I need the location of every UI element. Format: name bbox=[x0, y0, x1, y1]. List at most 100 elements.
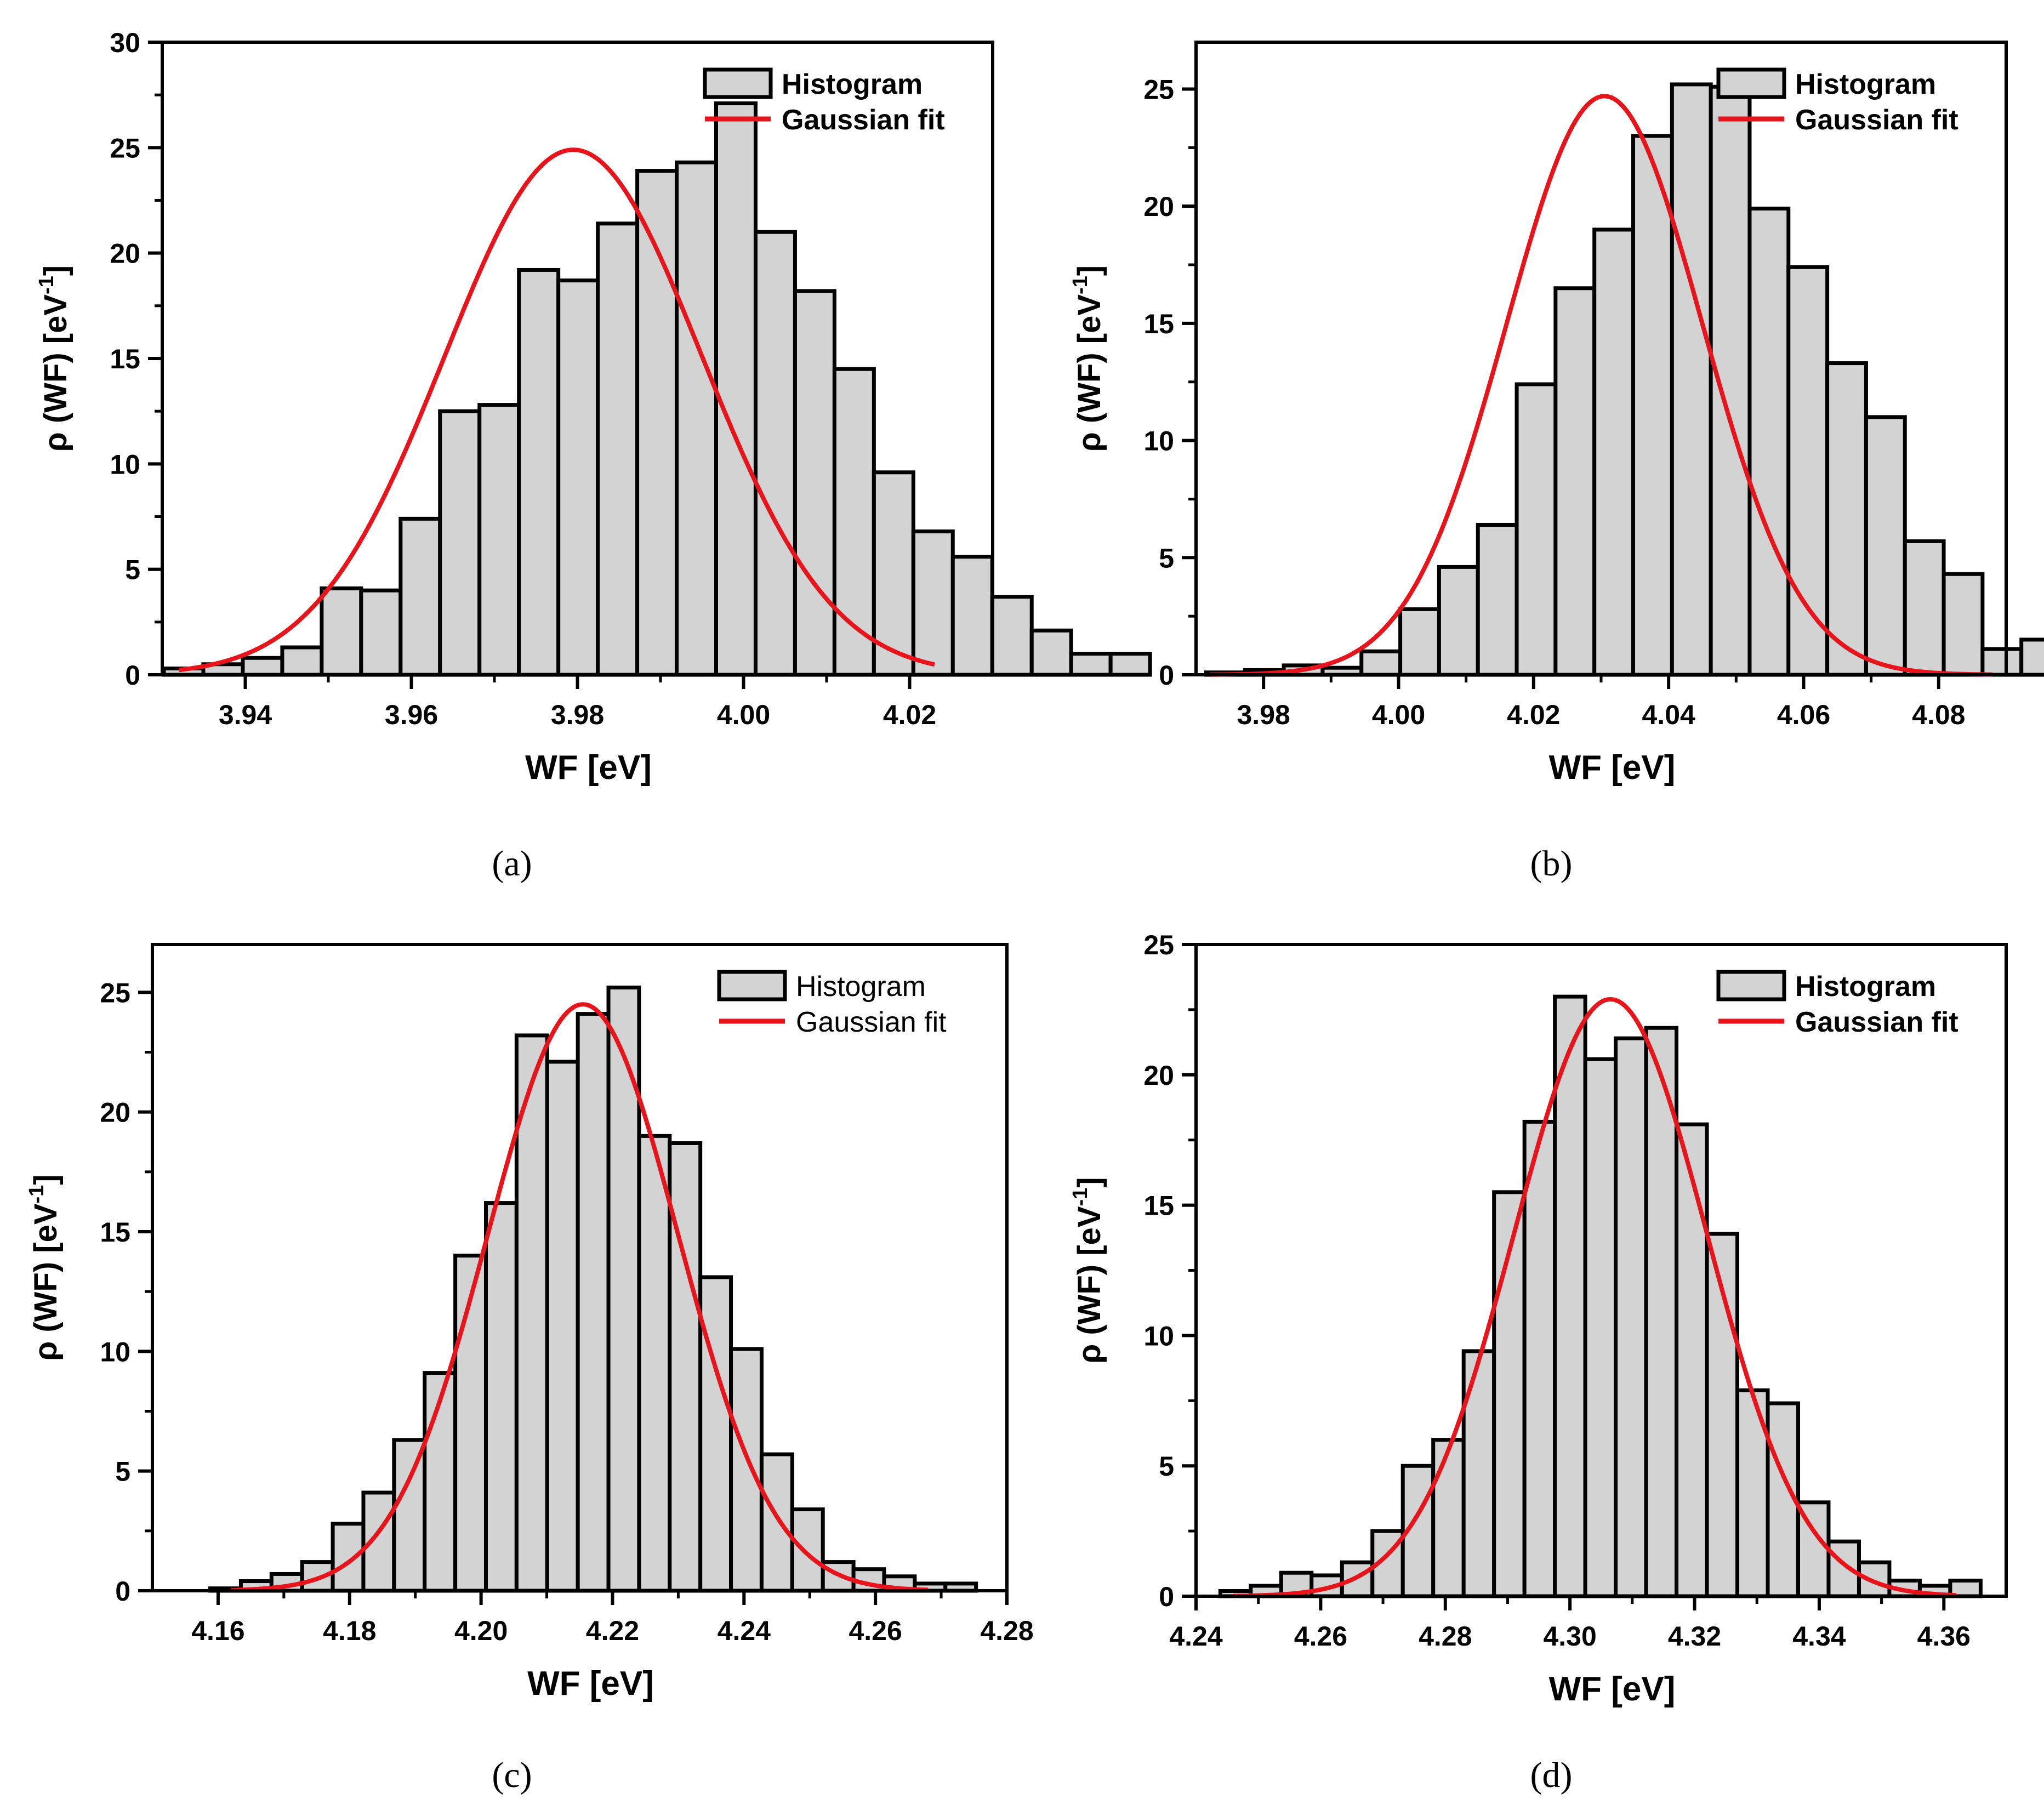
y-axis-label-close: ] bbox=[1072, 265, 1107, 276]
histogram-bar bbox=[1069, 652, 1113, 677]
x-tick-label: 4.08 bbox=[1912, 699, 1965, 730]
y-tick-label: 0 bbox=[1159, 1581, 1174, 1612]
x-tick-label: 4.02 bbox=[1507, 699, 1560, 730]
chart-panel-c: 4.16 4.18 4.20 4.22 4.24 4.26 4.28 0 5 10 15 20 25 WF… bbox=[25, 943, 1034, 1795]
histogram-bar bbox=[637, 1134, 672, 1593]
legend-histogram-label: Histogram bbox=[782, 69, 923, 100]
chart-panel-d: 4.24 4.26 4.28 4.30 4.32 4.34 4.36 0 5 10 15 20 25 WF… bbox=[1069, 930, 2008, 1795]
histogram-bar bbox=[483, 1201, 519, 1593]
x-tick-label: 3.98 bbox=[551, 699, 604, 730]
y-tick-label: 25 bbox=[100, 977, 130, 1008]
y-axis-label-close: ] bbox=[1072, 1177, 1107, 1187]
x-tick-label: 4.36 bbox=[1917, 1621, 1971, 1652]
histogram-bar bbox=[392, 1438, 427, 1593]
histogram-bar bbox=[1747, 206, 1791, 677]
x-tick-label: 4.18 bbox=[323, 1615, 376, 1646]
x-tick-label: 4.24 bbox=[1169, 1621, 1223, 1652]
chart-panel-b: 3.98 4.00 4.02 4.04 4.06 4.08 0 5 10 15 20 25 WF [eV… bbox=[1069, 41, 2044, 884]
plot-frame bbox=[151, 943, 1009, 1592]
histogram-bar bbox=[1437, 565, 1480, 677]
x-tick-label: 4.26 bbox=[849, 1615, 902, 1646]
x-axis-label: WF [eV] bbox=[525, 749, 652, 787]
y-axis-label-sup: -1 bbox=[1069, 276, 1092, 294]
x-tick-label: 4.26 bbox=[1294, 1621, 1347, 1652]
y-axis-label-close: ] bbox=[28, 1174, 64, 1185]
histogram-bar bbox=[1670, 82, 1713, 677]
y-tick-label: 25 bbox=[110, 133, 140, 163]
panel-label: (c) bbox=[492, 1755, 532, 1795]
legend-histogram-swatch bbox=[1716, 67, 1786, 99]
legend-histogram-label: Histogram bbox=[796, 971, 926, 1003]
histogram-bar bbox=[1941, 572, 1985, 677]
x-tick-label: 4.16 bbox=[191, 1615, 244, 1646]
y-axis-label-close: ] bbox=[38, 265, 73, 276]
legend-histogram-label: Histogram bbox=[1795, 971, 1936, 1003]
y-axis-label-sup: -1 bbox=[35, 276, 58, 294]
x-tick-label: 4.06 bbox=[1777, 699, 1830, 730]
panel-label: (b) bbox=[1530, 844, 1573, 884]
histogram-bar bbox=[1825, 361, 1868, 677]
histogram-bar bbox=[1583, 1057, 1618, 1598]
y-axis-label-main: ρ (WF) [eV bbox=[28, 1203, 64, 1361]
histogram-bar bbox=[2019, 638, 2044, 677]
gaussian-fit-line bbox=[178, 147, 935, 673]
histogram-bar bbox=[1359, 649, 1403, 677]
y-tick-label: 10 bbox=[1143, 426, 1174, 457]
y-tick-label: 5 bbox=[1159, 543, 1174, 573]
y-axis-label: ρ (WF) [eV-1] bbox=[1069, 1177, 1107, 1363]
y-axis-label: ρ (WF) [eV-1] bbox=[25, 1174, 64, 1361]
y-tick-label: 20 bbox=[110, 238, 140, 269]
y-tick-label: 15 bbox=[100, 1217, 130, 1248]
legend-fit-label: Gaussian fit bbox=[782, 104, 945, 136]
y-axis-label-sup: -1 bbox=[1069, 1188, 1092, 1206]
histogram-bar bbox=[1826, 1539, 1861, 1598]
histogram-bar bbox=[241, 656, 284, 677]
legend-histogram-label: Histogram bbox=[1795, 69, 1936, 100]
histogram-bar bbox=[1980, 647, 2024, 677]
histogram-bar bbox=[1864, 415, 1907, 677]
y-tick-label: 15 bbox=[1143, 1191, 1174, 1221]
histogram-bar bbox=[1398, 607, 1441, 677]
y-tick-label: 30 bbox=[110, 27, 140, 58]
x-axis-label: WF [eV] bbox=[1549, 1670, 1676, 1708]
histogram-bar bbox=[1631, 134, 1674, 677]
histogram-bar bbox=[759, 1452, 794, 1593]
x-tick-label: 3.94 bbox=[219, 699, 272, 730]
histogram-bar bbox=[438, 409, 482, 677]
x-tick-label: 4.22 bbox=[586, 1615, 639, 1646]
x-tick-label: 4.28 bbox=[980, 1615, 1033, 1646]
histogram-bar bbox=[280, 645, 324, 677]
histogram-bar bbox=[1786, 265, 1830, 677]
y-axis-label-main: ρ (WF) [eV bbox=[1072, 294, 1107, 452]
histogram-bar bbox=[911, 529, 955, 677]
x-tick-label: 4.20 bbox=[454, 1615, 508, 1646]
histogram-bar bbox=[1476, 522, 1519, 677]
histogram-bar bbox=[675, 160, 719, 677]
histogram-bar bbox=[668, 1141, 703, 1593]
histogram-bar bbox=[517, 267, 561, 677]
y-tick-label: 0 bbox=[125, 660, 140, 691]
y-tick-label: 5 bbox=[115, 1456, 130, 1487]
histogram-bar bbox=[398, 516, 442, 677]
histogram-bar bbox=[1614, 1036, 1648, 1598]
histogram-bar bbox=[1108, 652, 1152, 677]
histogram-bar bbox=[556, 278, 600, 677]
legend-histogram-swatch bbox=[703, 67, 773, 99]
y-tick-label: 10 bbox=[110, 449, 140, 480]
x-axis-label: WF [eV] bbox=[527, 1665, 654, 1703]
histogram-bar bbox=[1592, 227, 1636, 677]
chart-panel-a: 3.94 3.96 3.98 4.00 4.02 0 5 10 15 20 25 30 WF [eV] ρ… bbox=[35, 27, 1152, 884]
histogram-bar bbox=[1675, 1122, 1709, 1598]
panel-label: (a) bbox=[492, 844, 532, 884]
histogram-bar bbox=[714, 101, 758, 677]
y-tick-label: 20 bbox=[100, 1097, 130, 1128]
x-axis-label: WF [eV] bbox=[1549, 749, 1676, 787]
legend-fit-label: Gaussian fit bbox=[1795, 1006, 1958, 1038]
histogram-bar bbox=[950, 555, 994, 677]
histogram-bar bbox=[1515, 382, 1558, 677]
gaussian-fit-line bbox=[1233, 997, 1957, 1598]
x-tick-label: 4.04 bbox=[1642, 699, 1696, 730]
y-tick-label: 10 bbox=[100, 1336, 130, 1367]
histogram-bar bbox=[1903, 539, 1946, 677]
